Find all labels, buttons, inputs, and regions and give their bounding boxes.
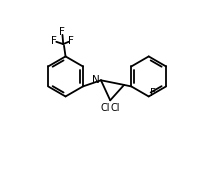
Text: N: N <box>92 75 99 85</box>
Text: Cl: Cl <box>111 103 120 113</box>
Text: F: F <box>51 36 57 46</box>
Text: F: F <box>68 36 74 46</box>
Text: F: F <box>150 88 156 98</box>
Text: F: F <box>59 27 65 37</box>
Text: Cl: Cl <box>100 103 110 113</box>
